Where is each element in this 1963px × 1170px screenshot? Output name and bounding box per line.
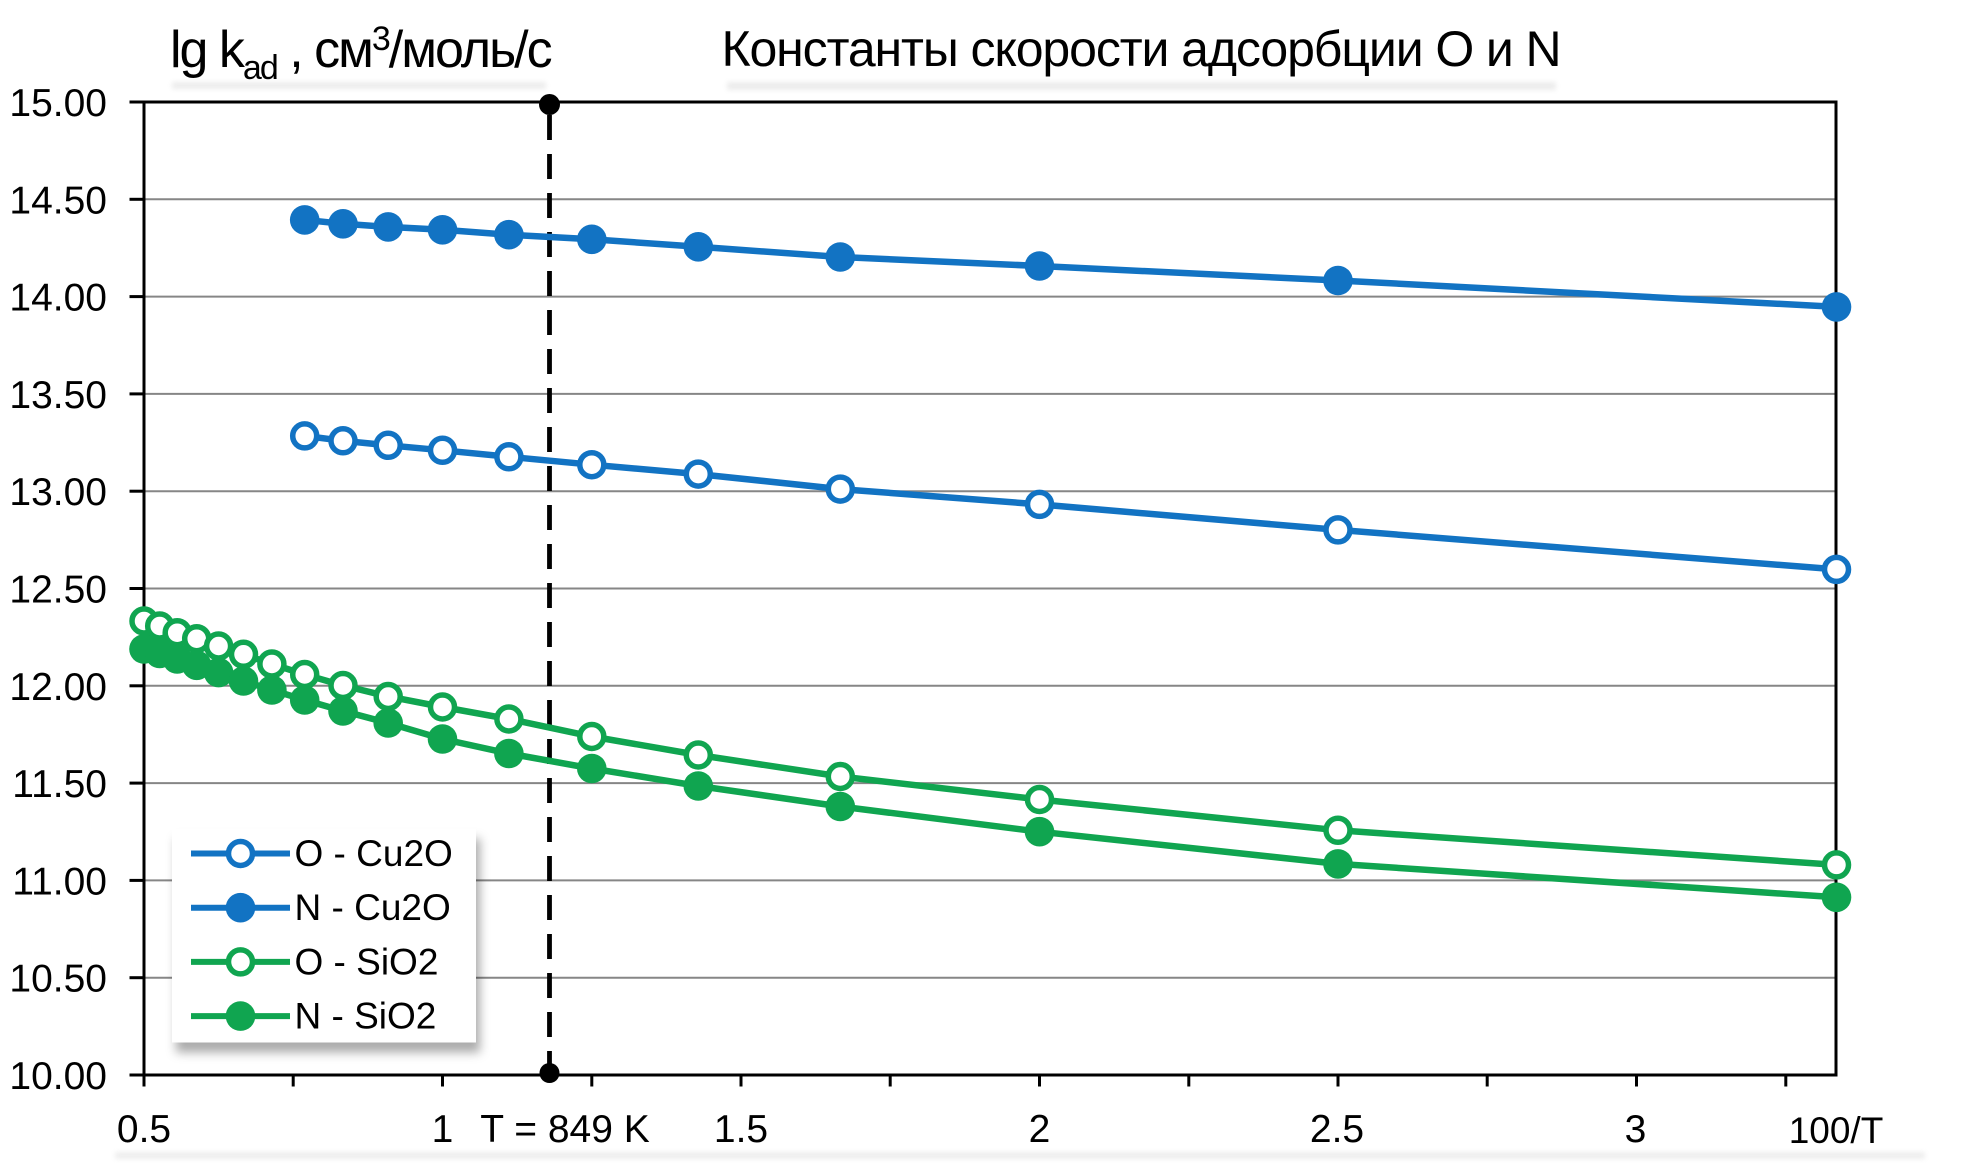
- svg-text:100/T: 100/T: [1789, 1110, 1884, 1151]
- svg-text:1.5: 1.5: [714, 1108, 768, 1151]
- svg-text:N - Cu2O: N - Cu2O: [295, 887, 451, 928]
- svg-text:13.00: 13.00: [9, 471, 107, 514]
- svg-text:10.00: 10.00: [9, 1055, 107, 1098]
- svg-text:O - SiO2: O - SiO2: [295, 941, 439, 982]
- svg-text:14.50: 14.50: [9, 179, 107, 222]
- svg-text:10.50: 10.50: [9, 958, 107, 1001]
- svg-text:Константы скорости адсорбции О: Константы скорости адсорбции О и N: [721, 21, 1560, 77]
- svg-text:11.00: 11.00: [12, 860, 107, 903]
- svg-text:0.5: 0.5: [117, 1108, 171, 1151]
- svg-text:1: 1: [432, 1108, 454, 1151]
- svg-text:O - Cu2O: O - Cu2O: [295, 833, 453, 874]
- svg-text:2.5: 2.5: [1310, 1108, 1364, 1151]
- svg-text:12.50: 12.50: [9, 569, 107, 612]
- svg-text:2: 2: [1029, 1108, 1051, 1151]
- svg-text:11.50: 11.50: [12, 763, 107, 806]
- svg-text:N - SiO2: N - SiO2: [295, 996, 437, 1037]
- svg-text:T = 849 K: T = 849 K: [480, 1108, 649, 1151]
- svg-text:lg kad , см3/моль/с: lg kad , см3/моль/с: [170, 20, 552, 87]
- svg-text:15.00: 15.00: [9, 82, 107, 125]
- svg-text:14.00: 14.00: [9, 277, 107, 320]
- svg-text:3: 3: [1625, 1108, 1647, 1151]
- svg-text:12.00: 12.00: [9, 666, 107, 709]
- svg-text:13.50: 13.50: [9, 374, 107, 417]
